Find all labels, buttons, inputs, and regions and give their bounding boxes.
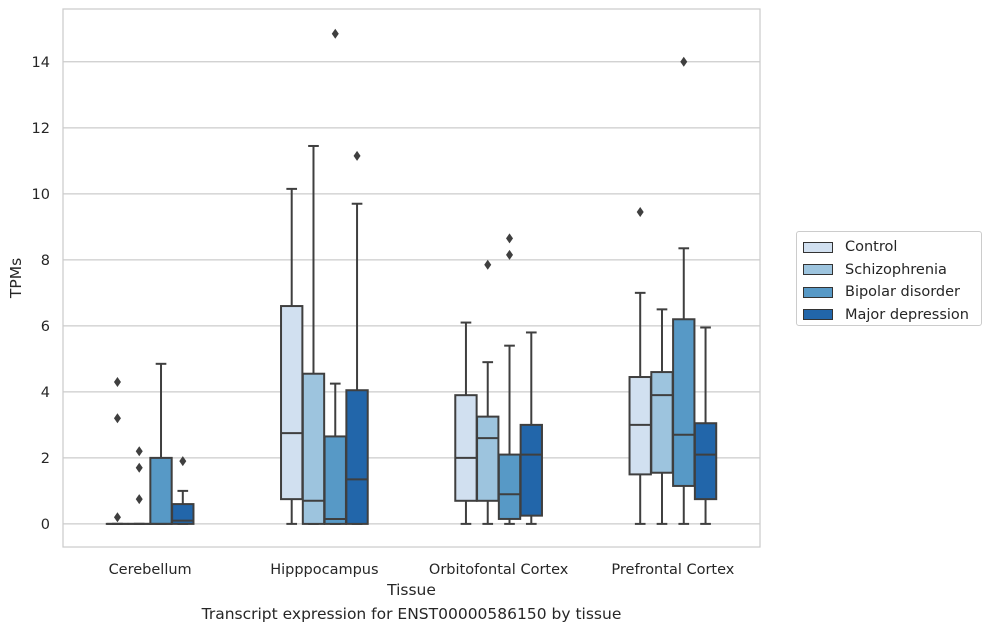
outlier-point xyxy=(113,376,121,387)
outlier-point xyxy=(113,413,121,424)
legend-swatch-schizophrenia xyxy=(803,264,833,276)
legend-item-major-depression: Major depression xyxy=(803,304,981,327)
legend-label-control: Control xyxy=(845,239,898,256)
outlier-point xyxy=(135,446,143,457)
box-group xyxy=(280,187,304,525)
box xyxy=(476,415,500,502)
box xyxy=(650,371,674,474)
y-tick-label: 8 xyxy=(41,253,50,269)
box-group xyxy=(519,331,543,525)
box-group xyxy=(105,376,130,525)
y-axis-label: TPMs xyxy=(7,258,25,299)
legend-item-control: Control xyxy=(803,236,981,259)
outlier-point xyxy=(135,494,143,505)
box-group xyxy=(672,56,696,525)
y-axis-ticks: 0 2 4 6 8 10 12 14 xyxy=(32,55,50,533)
outlier-point xyxy=(680,56,688,67)
y-tick-label: 14 xyxy=(32,55,50,71)
outlier-point xyxy=(484,259,492,270)
plot-frame xyxy=(62,8,761,548)
box xyxy=(323,435,347,525)
outlier-point xyxy=(636,206,644,217)
box-group xyxy=(149,362,173,525)
box xyxy=(280,305,304,501)
box-group xyxy=(650,308,674,525)
x-tick-label: Cerebellum xyxy=(109,562,192,578)
box-group xyxy=(454,321,478,525)
legend-swatch-major-depression xyxy=(803,309,833,321)
box-group xyxy=(171,456,195,525)
y-tick-label: 0 xyxy=(41,517,50,533)
outlier-point xyxy=(331,28,339,39)
x-tick-label: Orbitofontal Cortex xyxy=(429,562,569,578)
y-tick-label: 10 xyxy=(32,187,50,203)
x-axis-label: Tissue xyxy=(386,581,436,599)
box-group xyxy=(628,206,652,525)
outlier-point xyxy=(179,456,187,467)
box xyxy=(171,503,195,525)
legend-swatch-bipolar-disorder xyxy=(803,286,833,298)
box-group xyxy=(345,150,369,525)
box xyxy=(497,453,522,520)
legend-label-major-depression: Major depression xyxy=(845,306,969,323)
y-tick-label: 4 xyxy=(41,385,50,401)
outlier-point xyxy=(135,462,143,473)
box-group xyxy=(497,233,522,525)
y-tick-label: 6 xyxy=(41,319,50,335)
box-group xyxy=(323,28,347,525)
plot-area xyxy=(105,28,718,525)
grid-lines xyxy=(63,61,760,525)
outlier-point xyxy=(353,150,361,161)
x-tick-label: Hipppocampus xyxy=(270,562,378,578)
box-group xyxy=(693,326,718,525)
box xyxy=(672,318,696,487)
box xyxy=(149,456,173,525)
outlier-point xyxy=(113,512,121,523)
box xyxy=(454,394,478,502)
box xyxy=(345,389,369,525)
legend-label-schizophrenia: Schizophrenia xyxy=(845,261,947,278)
y-tick-label: 2 xyxy=(41,451,50,467)
legend-label-bipolar-disorder: Bipolar disorder xyxy=(845,284,960,301)
x-tick-label: Prefrontal Cortex xyxy=(611,562,734,578)
chart-caption: Transcript expression for ENST0000058615… xyxy=(201,605,622,623)
legend: Control Schizophrenia Bipolar disorder M… xyxy=(796,231,982,326)
legend-swatch-control xyxy=(803,241,833,253)
outlier-point xyxy=(506,233,514,244)
y-tick-label: 12 xyxy=(32,121,50,137)
box-group xyxy=(127,446,151,525)
legend-item-schizophrenia: Schizophrenia xyxy=(803,259,981,282)
box xyxy=(693,422,718,501)
legend-item-bipolar-disorder: Bipolar disorder xyxy=(803,281,981,304)
x-axis-ticks: Cerebellum Hipppocampus Orbitofontal Corte… xyxy=(109,562,735,578)
box xyxy=(519,423,543,517)
box-group xyxy=(301,144,326,525)
outlier-point xyxy=(506,249,514,260)
